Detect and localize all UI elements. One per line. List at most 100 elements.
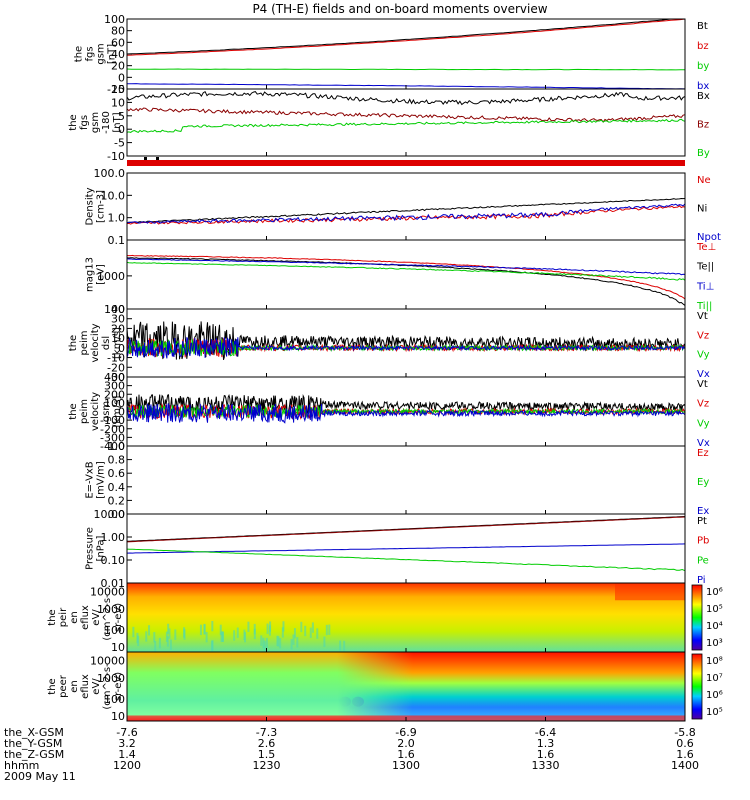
ylabel-text: gsm [96, 43, 107, 64]
legend-Ne: Ne [697, 175, 711, 186]
series-line [126, 18, 686, 56]
panel-frame [126, 172, 686, 241]
ytick-label: 0 [118, 123, 125, 136]
panel-pressure: 10.00 1.00 0.10 0.01 Pressure [nPa] Pt Pb Pe Pi [85, 508, 710, 590]
legend-Pt: Pt [697, 516, 707, 527]
legend-Ey: Ey [697, 477, 709, 488]
ytick-label: 0.10 [101, 554, 126, 567]
colorbar-label: 10⁵ [706, 707, 723, 718]
ylabel-text: fgs [85, 46, 96, 61]
series-line [126, 68, 685, 71]
panel-frame [126, 18, 686, 90]
xaxis-row-label: the_Y-GSM [4, 737, 62, 750]
ytick-label: 100 [104, 397, 125, 410]
legend-Te||: Te|| [696, 262, 714, 273]
colorbar-label: 10³ [706, 638, 723, 649]
colorbar [691, 584, 703, 651]
ytick-label: 20 [111, 322, 125, 335]
ytick-label: -10 [107, 150, 125, 163]
legend-Vx: Vx [697, 369, 710, 380]
ylabel-text: gsm [90, 112, 101, 133]
colorbar-label: 10⁶ [706, 690, 723, 701]
ytick-label: 1000 [97, 270, 125, 283]
series-line [126, 197, 686, 224]
ytick-label: -5 [114, 137, 125, 150]
colorbar-label: 10⁴ [706, 621, 723, 632]
xaxis-value: -7.6 [116, 726, 137, 739]
ytick-label: 0.4 [108, 481, 126, 494]
ytick-label: 1000 [97, 603, 125, 616]
ylabel-text: (cm^2-s- [102, 663, 113, 710]
ytick-label: 0.01 [101, 577, 126, 590]
ylabel-text: [cm-3] [96, 190, 107, 223]
ytick-label: 200 [104, 388, 125, 401]
ytick-label: 0 [118, 406, 125, 419]
ylabel-text: the [68, 114, 79, 130]
ylabel-text: en [69, 611, 80, 624]
series-line [126, 91, 686, 106]
xaxis-value: -6.9 [395, 726, 416, 739]
ylabel-text: eV/ [91, 678, 102, 695]
ylabel-text: mag13 [85, 257, 96, 292]
ylabel-text: [eV] [96, 264, 107, 285]
ytick-label: 300 [104, 380, 125, 393]
ytick-label: 15 [111, 83, 125, 96]
xaxis-value: 1330 [532, 759, 560, 772]
ytick-label: 0 [118, 71, 125, 84]
legend-Ex: Ex [697, 506, 709, 517]
legend-Vt: Vt [697, 379, 708, 390]
ytick-label: -200 [100, 423, 125, 436]
legend-by: by [697, 61, 709, 72]
ytick-label: 1.0 [108, 440, 126, 453]
ytick-label: 30 [111, 313, 125, 326]
xaxis-value: 1.5 [258, 748, 276, 761]
ylabel-text: [nT] [107, 44, 118, 64]
ylabel-text: Pressure [85, 527, 96, 570]
ytick-label: 10.00 [94, 508, 126, 521]
ytick-label: 40 [111, 48, 125, 61]
legend-Ti⊥: Ti⊥ [696, 281, 714, 292]
xaxis-value: 3.2 [118, 737, 136, 750]
legend-Pb: Pb [697, 536, 709, 547]
ytick-label: 100 [104, 693, 125, 706]
ylabel-text: fgs [79, 115, 90, 130]
panel-density: 100.0 10.0 1.0 0.1 Density [cm-3] Ne Ni Npot [85, 167, 721, 247]
ylabel-text: the [47, 678, 58, 694]
ylabel-text: the [47, 609, 58, 625]
ylabel-text: -180 [101, 111, 112, 134]
xaxis-row-label: the_Z-GSM [4, 748, 64, 761]
ytick-label: 0.6 [108, 467, 126, 480]
ytick-label: 1000 [97, 672, 125, 685]
legend-Vy: Vy [697, 350, 710, 361]
xaxis-value: 2.6 [258, 737, 276, 750]
ylabel-text: eflux [80, 674, 91, 699]
spectrogram [127, 583, 685, 652]
legend-Bt: Bt [697, 21, 708, 32]
ytick-label: 100 [104, 624, 125, 637]
colorbar-label: 10⁵ [706, 604, 723, 615]
xaxis-value: 2.0 [397, 737, 415, 750]
ytick-label: -20 [107, 83, 125, 96]
ytick-label: 100 [104, 303, 125, 316]
colorbar [691, 653, 703, 720]
legend-Pi: Pi [697, 575, 706, 586]
ylabel-text: en [69, 680, 80, 693]
legend-Npot: Npot [697, 232, 721, 243]
series-line [126, 548, 686, 572]
chart-title: P4 (TH-E) fields and on-board moments ov… [252, 2, 547, 16]
ylabel-text: the [74, 46, 85, 62]
xaxis-value: 1200 [113, 759, 141, 772]
xaxis-value: -5.8 [674, 726, 695, 739]
series-line [126, 516, 686, 543]
ytick-label: -20 [107, 361, 125, 374]
legend-Bx: Bx [697, 91, 710, 102]
ylabel-text: [km/s] [112, 327, 123, 359]
ylabel-text: peir [58, 607, 69, 627]
ytick-label: 1.0 [108, 212, 126, 225]
ylabel-text: E=-VxB [85, 461, 96, 498]
panel-frame [126, 239, 686, 310]
xaxis-row-label: the_X-GSM [4, 726, 64, 739]
ytick-label: 60 [111, 36, 125, 49]
